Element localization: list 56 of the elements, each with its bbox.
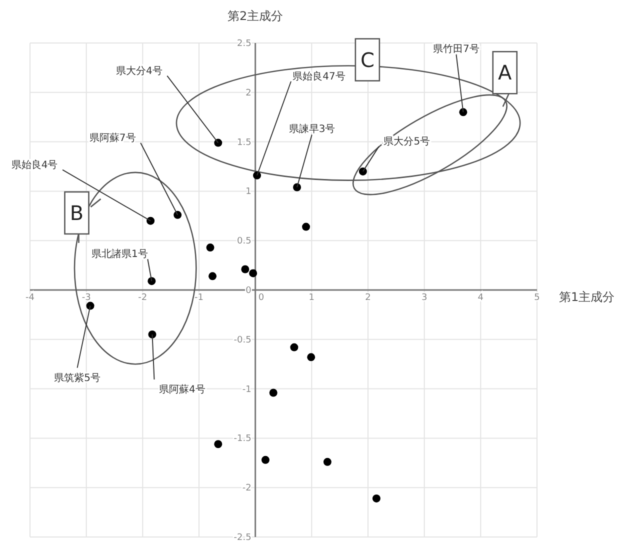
point xyxy=(214,138,222,147)
y-tick-label: 2 xyxy=(246,88,252,98)
x-tick-label: 0 xyxy=(258,293,264,303)
point xyxy=(459,108,468,116)
point xyxy=(241,265,250,274)
point xyxy=(290,343,298,352)
point xyxy=(174,210,182,219)
point xyxy=(208,272,217,280)
annotation: 県阿蘇7号 xyxy=(89,132,136,144)
x-tick-label: 5 xyxy=(534,293,540,303)
point xyxy=(253,171,262,180)
annotation: 県阿蘇4号 xyxy=(159,383,206,396)
annotation: 県始良4号 xyxy=(11,158,58,171)
annotation: 県諫早3号 xyxy=(288,123,336,136)
point xyxy=(148,330,156,338)
annotation: 県北諸県1号 xyxy=(91,248,148,260)
x-tick-label: 1 xyxy=(308,293,315,303)
point xyxy=(293,183,302,192)
y-tick-label: -2 xyxy=(242,484,252,494)
point xyxy=(269,388,278,397)
annotation: A xyxy=(498,60,512,85)
y-tick-label: 1.5 xyxy=(237,138,252,148)
y-tick-label: 2.5 xyxy=(237,39,252,49)
annotation: 県筑紫5号 xyxy=(54,372,100,384)
x-tick-label: 3 xyxy=(421,293,428,303)
x-tick-label: -3 xyxy=(82,293,91,303)
y-tick-label: -1.5 xyxy=(234,434,252,444)
y-tick-label: 0.5 xyxy=(237,236,252,247)
point xyxy=(249,269,258,278)
annotation: 県大分5号 xyxy=(384,135,430,148)
point xyxy=(261,456,270,464)
x-tick-label: -1 xyxy=(194,293,204,303)
x-tick-label: -4 xyxy=(26,293,35,303)
annotation: 県大分4号 xyxy=(116,64,162,77)
x-tick-label: 4 xyxy=(478,293,484,303)
point xyxy=(148,277,156,286)
point xyxy=(146,216,155,225)
x-tick-label: -2 xyxy=(138,293,148,303)
annotation: 県始良47号 xyxy=(292,70,346,82)
point xyxy=(323,458,332,466)
point xyxy=(372,494,380,502)
y-tick-label: -1 xyxy=(242,384,252,395)
point xyxy=(302,222,310,231)
point xyxy=(206,244,214,252)
y-axis-title: 第2主成分 xyxy=(228,9,284,23)
y-tick-label: -0.5 xyxy=(234,335,252,346)
y-tick-label: 1 xyxy=(246,187,252,198)
x-axis-title: 第1主成分 xyxy=(559,290,615,304)
point xyxy=(214,440,222,448)
annotation: B xyxy=(70,200,84,225)
y-tick-label: -2.5 xyxy=(234,533,252,543)
x-tick-label: 2 xyxy=(365,293,371,303)
annotation: C xyxy=(360,48,374,72)
annotation: 県竹田7号 xyxy=(433,43,480,56)
point xyxy=(307,353,316,362)
point xyxy=(358,167,367,176)
